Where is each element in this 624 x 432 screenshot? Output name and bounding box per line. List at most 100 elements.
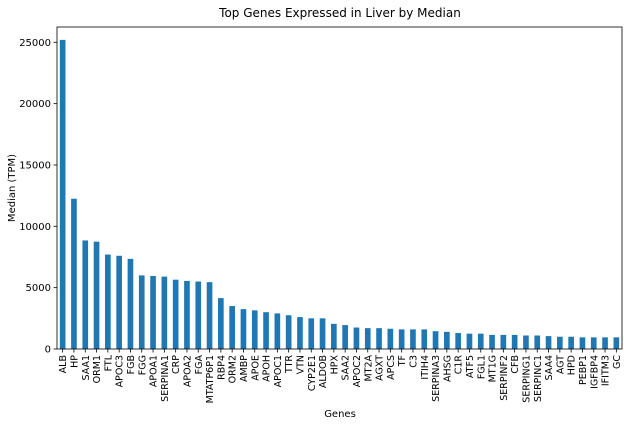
- x-tick-label: SAA2: [341, 355, 352, 381]
- x-tick-label: C1R: [454, 355, 465, 375]
- x-tick-label: CFB: [510, 355, 521, 374]
- x-tick-label: ALB: [58, 355, 69, 373]
- x-tick-label: MTATP6P1: [205, 355, 216, 403]
- bar-c3: [410, 329, 416, 349]
- x-tick-label: HP: [69, 355, 80, 368]
- bar-gc: [613, 337, 620, 349]
- x-tick-label: VTN: [295, 355, 306, 374]
- bar-vtn: [297, 317, 303, 349]
- x-tick-label: APOC1: [273, 355, 284, 387]
- x-tick-label: SERPINF2: [499, 355, 510, 401]
- bar-mt1g: [489, 334, 495, 349]
- bar-ttr: [285, 315, 292, 349]
- bar-fga: [195, 281, 202, 349]
- x-tick-label: AHSG: [442, 355, 453, 382]
- bar-apoc1: [274, 313, 281, 349]
- x-tick-label: SAA4: [544, 355, 555, 381]
- x-tick-label: ORM1: [92, 355, 103, 383]
- bar-serpina1: [161, 276, 168, 349]
- bar-serpina3: [432, 331, 439, 349]
- bar-orm1: [93, 241, 100, 349]
- x-tick-label: GC: [612, 355, 623, 369]
- y-tick-label: 15000: [19, 161, 51, 172]
- x-tick-label: SERPING1: [521, 355, 532, 403]
- x-tick-label: APOC2: [352, 355, 363, 387]
- x-axis-label: Genes: [324, 409, 356, 420]
- x-tick-label: ORM2: [228, 355, 239, 383]
- bar-ambp: [240, 309, 247, 349]
- x-tick-label: AGXT: [375, 355, 386, 381]
- bar-cyp2e1: [308, 318, 315, 349]
- bar-apoe: [251, 310, 258, 349]
- x-tick-label: APOC3: [115, 355, 126, 387]
- x-tick-label: FGL1: [476, 355, 487, 379]
- x-tick-label: MT2A: [363, 355, 374, 382]
- x-tick-label: TTR: [284, 355, 295, 374]
- x-tick-label: APOE: [250, 355, 261, 381]
- x-tick-label: APOA2: [182, 355, 193, 387]
- y-tick-label: 20000: [19, 99, 51, 110]
- x-tick-label: SERPINA3: [431, 355, 442, 402]
- bar-saa2: [342, 325, 348, 349]
- bar-fgg: [138, 275, 145, 349]
- bar-saa4: [545, 336, 552, 349]
- bar-atf5: [466, 333, 473, 349]
- bar-apoc2: [353, 327, 360, 349]
- bar-cfb: [511, 334, 518, 349]
- bar-c1r: [455, 333, 461, 349]
- bar-hp: [71, 198, 77, 349]
- x-tick-label: APOA1: [149, 355, 160, 387]
- chart-title: Top Genes Expressed in Liver by Median: [218, 6, 461, 20]
- bar-fgl1: [477, 333, 484, 349]
- x-tick-label: FGA: [194, 355, 205, 375]
- bar-apoc3: [116, 255, 122, 349]
- x-tick-label: HPX: [329, 355, 340, 375]
- bar-tf: [398, 329, 405, 349]
- bar-ifitm3: [602, 337, 608, 349]
- x-tick-label: HPD: [567, 355, 578, 375]
- y-axis: 0 5000 10000 15000 20000 25000: [19, 38, 57, 356]
- y-tick-label: 5000: [26, 283, 51, 294]
- bar-apoa1: [150, 276, 156, 349]
- x-tick-label: C3: [408, 355, 419, 368]
- x-tick-label: AGT: [555, 355, 566, 374]
- y-axis-label: Median (TPM): [7, 154, 18, 222]
- x-tick-label: SERPINC1: [533, 355, 544, 402]
- bar-agt: [557, 336, 563, 349]
- bar-mt2a: [364, 328, 371, 349]
- bar-saa1: [82, 240, 89, 349]
- bar-serpinf2: [500, 334, 507, 349]
- x-tick-label: SAA1: [81, 355, 92, 381]
- x-tick-label: CRP: [171, 355, 182, 374]
- x-tick-label: FTL: [103, 354, 114, 371]
- x-tick-label: MT1G: [488, 355, 499, 382]
- bar-crp: [172, 279, 179, 349]
- bar-apcs: [387, 328, 394, 349]
- x-tick-label: IGFBP4: [589, 355, 600, 389]
- x-tick-label: CYP2E1: [307, 355, 318, 391]
- bar-agxt: [376, 328, 382, 349]
- x-tick-label: APCS: [386, 355, 397, 380]
- x-tick-label: PEBP1: [578, 355, 589, 385]
- bar-fgb: [127, 258, 134, 349]
- x-tick-label: RBP4: [216, 355, 227, 380]
- bar-apoh: [263, 312, 269, 349]
- bar-hpd: [568, 336, 574, 349]
- bar-aldob: [319, 318, 326, 349]
- bar-alb: [59, 39, 66, 349]
- bar-pebp1: [579, 337, 586, 349]
- x-tick-label: FGB: [126, 355, 137, 374]
- x-tick-label: APOH: [262, 355, 273, 382]
- x-tick-label: AMBP: [239, 355, 250, 382]
- bar-apoa2: [184, 280, 190, 349]
- bar-rbp4: [218, 298, 224, 349]
- y-tick-label: 25000: [19, 38, 51, 49]
- bar-serpinc1: [534, 335, 541, 349]
- x-tick-label: ATF5: [465, 355, 476, 378]
- x-tick-label: FGG: [137, 355, 148, 375]
- bar-igfbp4: [590, 337, 597, 349]
- plot-frame: [56, 26, 623, 350]
- x-tick-label: TF: [397, 355, 408, 367]
- x-tick-label: ITIH4: [420, 355, 431, 380]
